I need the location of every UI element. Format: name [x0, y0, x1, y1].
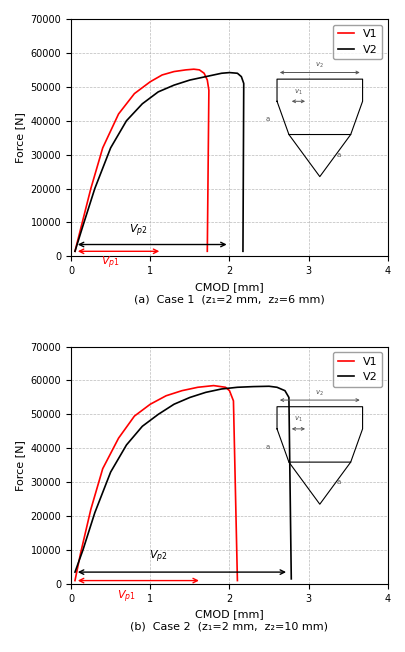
- V2: [266, 382, 271, 390]
- V2: [219, 385, 224, 393]
- V2: [286, 394, 291, 402]
- V2: [203, 73, 208, 81]
- V1: [78, 550, 83, 557]
- V2: [187, 394, 192, 402]
- V2: [156, 88, 160, 96]
- Text: $V_{p1}$: $V_{p1}$: [117, 589, 136, 606]
- V1: [159, 71, 164, 79]
- X-axis label: CMOD [mm]: CMOD [mm]: [195, 609, 263, 619]
- V1: [132, 90, 136, 98]
- V1: [196, 66, 201, 74]
- Legend: V1, V2: V1, V2: [333, 25, 382, 59]
- Text: $V_{p2}$: $V_{p2}$: [149, 549, 167, 565]
- Text: (a)  Case 1  (z₁=2 mm,  z₂=6 mm): (a) Case 1 (z₁=2 mm, z₂=6 mm): [134, 294, 324, 304]
- V2: [124, 441, 129, 449]
- V2: [108, 468, 113, 476]
- V1: [230, 397, 235, 405]
- Line: V1: V1: [75, 69, 208, 251]
- V2: [140, 100, 145, 108]
- Text: (b)  Case 2  (z₁=2 mm,  z₂=10 mm): (b) Case 2 (z₁=2 mm, z₂=10 mm): [130, 622, 328, 632]
- V1: [88, 505, 93, 513]
- V1: [226, 387, 231, 394]
- V2: [140, 422, 145, 430]
- Line: V2: V2: [75, 72, 243, 251]
- V1: [147, 78, 152, 85]
- V1: [100, 465, 105, 473]
- V2: [72, 247, 77, 255]
- V2: [124, 117, 129, 125]
- V2: [92, 185, 97, 192]
- V1: [171, 68, 176, 76]
- V1: [116, 110, 121, 118]
- Legend: V1, V2: V1, V2: [333, 352, 382, 387]
- V2: [240, 247, 245, 255]
- V1: [132, 412, 136, 420]
- Y-axis label: Force [N]: Force [N]: [15, 112, 25, 163]
- V1: [211, 381, 215, 389]
- V1: [205, 76, 209, 84]
- V1: [163, 392, 168, 400]
- V1: [116, 434, 121, 442]
- V1: [195, 383, 200, 391]
- Text: $V_{p1}$: $V_{p1}$: [101, 255, 120, 271]
- V2: [288, 575, 293, 583]
- V2: [92, 509, 97, 516]
- V1: [179, 387, 184, 394]
- V1: [88, 185, 93, 192]
- X-axis label: CMOD [mm]: CMOD [mm]: [195, 282, 263, 291]
- V2: [219, 69, 224, 77]
- V2: [171, 82, 176, 89]
- V2: [156, 411, 160, 419]
- V1: [191, 65, 196, 73]
- V1: [183, 66, 188, 74]
- V2: [108, 144, 113, 152]
- V1: [78, 226, 83, 233]
- V1: [201, 69, 206, 77]
- V2: [234, 69, 239, 77]
- V1: [72, 247, 77, 255]
- Line: V1: V1: [75, 385, 237, 580]
- V2: [171, 400, 176, 408]
- V1: [100, 144, 105, 152]
- V2: [282, 387, 287, 394]
- V1: [147, 400, 152, 408]
- V2: [226, 68, 231, 76]
- V2: [203, 389, 208, 396]
- V2: [238, 73, 243, 81]
- V2: [80, 546, 85, 554]
- Y-axis label: Force [N]: Force [N]: [15, 440, 25, 491]
- V1: [234, 576, 239, 584]
- V2: [274, 383, 279, 391]
- V1: [205, 247, 209, 255]
- V2: [250, 383, 255, 391]
- V1: [206, 86, 211, 94]
- V1: [72, 576, 77, 584]
- V2: [241, 80, 245, 87]
- Text: $V_{p2}$: $V_{p2}$: [129, 223, 147, 239]
- V1: [222, 383, 227, 391]
- Line: V2: V2: [75, 386, 290, 579]
- V2: [187, 76, 192, 84]
- V2: [72, 568, 77, 576]
- V2: [80, 222, 85, 230]
- V2: [234, 383, 239, 391]
